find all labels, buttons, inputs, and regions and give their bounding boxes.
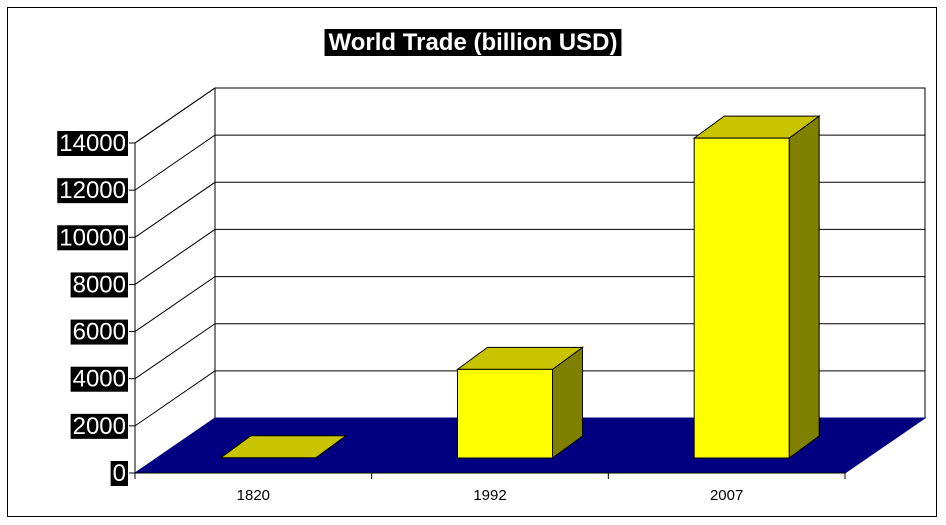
y-tick-label-background — [57, 178, 128, 204]
bar-front — [457, 368, 553, 459]
y-tick-label-background — [70, 366, 128, 392]
y-tick-label: 0 — [113, 460, 126, 487]
gridline — [134, 87, 925, 144]
y-tick-label: 2000 — [73, 413, 126, 440]
y-tick-label-background — [57, 131, 128, 156]
y-tick-label: 6000 — [73, 319, 126, 346]
y-tick-label: 8000 — [73, 271, 126, 298]
bar-2007 — [692, 115, 821, 459]
y-tick-label-background — [70, 319, 128, 345]
chart-title: World Trade (billion USD) — [329, 29, 618, 56]
gridline — [134, 323, 925, 380]
y-tick-label-background — [70, 272, 128, 298]
gridline — [134, 134, 925, 191]
gridline — [134, 181, 925, 238]
y-tick-label: 14000 — [59, 130, 126, 157]
gridline — [134, 276, 925, 332]
x-tick-label: 1992 — [473, 487, 506, 504]
y-tick-label: 10000 — [59, 224, 126, 251]
y-tick-label-background — [70, 413, 128, 439]
chart-title-background — [324, 29, 622, 56]
y-tick-label: 4000 — [73, 366, 126, 393]
bar-1992 — [455, 346, 585, 459]
gridline — [134, 228, 925, 285]
x-tick-label: 2007 — [710, 487, 743, 504]
bar-front — [693, 137, 790, 459]
bar-top — [219, 435, 348, 459]
y-tick-label-background — [57, 225, 128, 251]
y-tick-label: 12000 — [59, 177, 126, 204]
bar-side — [788, 115, 820, 459]
y-tick-label-background — [110, 461, 128, 486]
bar-1820 — [219, 434, 348, 459]
x-tick-label: 1820 — [237, 487, 270, 504]
gridline — [134, 370, 925, 427]
